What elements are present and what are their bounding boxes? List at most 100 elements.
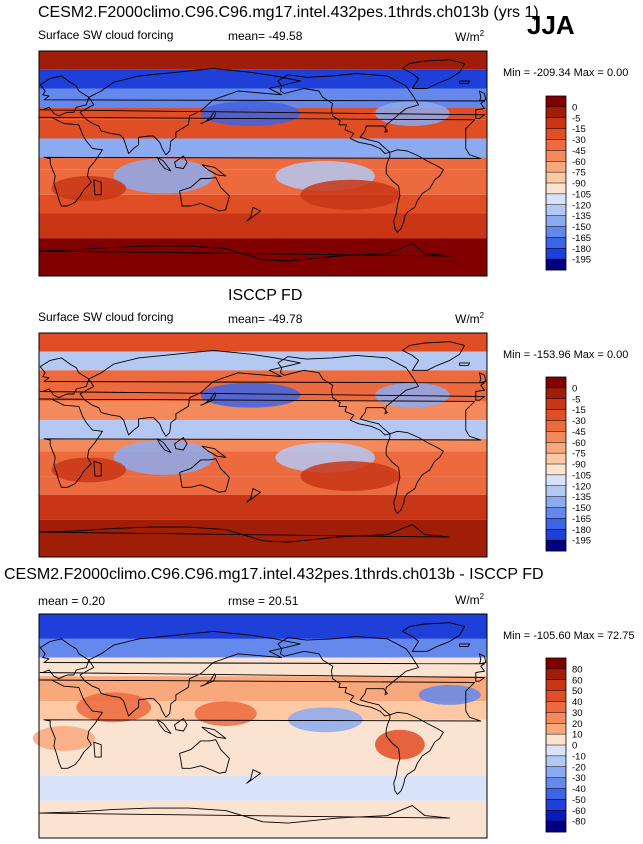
colorbar-swatch [546, 248, 566, 260]
panel1-minmax: Min = -209.34 Max = 0.00 [503, 67, 629, 79]
colorbar-swatch [546, 464, 566, 476]
colorbar-swatch [546, 799, 566, 811]
colorbar-swatch [546, 474, 566, 487]
colorbar-swatch [546, 442, 566, 454]
field-feature [300, 179, 400, 210]
field-feature [32, 726, 95, 751]
colorbar-tick-label: -165 [572, 514, 591, 525]
colorbar-swatch [546, 398, 566, 410]
colorbar-tick-label: -165 [572, 233, 591, 244]
panel1-title: CESM2.F2000climo.C96.C96.mg17.intel.432p… [38, 4, 539, 21]
panel3-minmax: Min = -105.60 Max = 72.75 [503, 630, 635, 642]
panel2-subtitle: Surface SW cloud forcing [38, 310, 174, 324]
colorbar-swatch [546, 485, 566, 497]
colorbar-swatch [546, 259, 566, 271]
panel2-coastlines [38, 341, 487, 543]
colorbar-tick-label: -75 [572, 449, 586, 460]
units-base: W/m [455, 30, 480, 44]
panel3-units: W/m2 [455, 592, 484, 607]
colorbar-swatch [546, 161, 566, 173]
field-feature [113, 158, 214, 194]
field-band [39, 438, 487, 452]
field-feature [200, 101, 301, 126]
colorbar-swatch [546, 453, 566, 465]
panel1-mean: mean= -49.58 [228, 29, 303, 43]
panel1-field [38, 50, 488, 277]
field-band [39, 119, 487, 139]
colorbar-swatch [546, 409, 566, 421]
colorbar-swatch [546, 788, 566, 800]
colorbar-tick-label: -180 [572, 525, 591, 536]
colorbar-tick-label: -50 [572, 795, 586, 806]
colorbar-swatch [546, 204, 566, 216]
units-base: W/m [455, 312, 480, 326]
panel2-map-frame [38, 332, 488, 558]
field-feature [194, 701, 257, 726]
colorbar-tick-label: -195 [572, 255, 591, 266]
colorbar-tick-label: 50 [572, 686, 583, 697]
colorbar-swatch [546, 150, 566, 162]
panel2-colorbar: 0-5-15-30-45-60-75-90-105-120-135-150-16… [545, 376, 591, 552]
panel2-minmax: Min = -153.96 Max = 0.00 [503, 349, 629, 361]
panel3-coastlines [38, 622, 487, 824]
panel2-units: W/m2 [455, 311, 484, 326]
colorbar-tick-label: -90 [572, 460, 586, 471]
field-feature [51, 176, 127, 201]
panel2-mean: mean= -49.78 [228, 312, 303, 326]
colorbar-swatch [546, 183, 566, 195]
colorbar-swatch [546, 139, 566, 151]
field-band [39, 88, 487, 108]
colorbar-tick-label: -60 [572, 806, 586, 817]
panel1-colorbar: 0-5-15-30-45-60-75-90-105-120-135-150-16… [545, 95, 591, 271]
colorbar-swatch [546, 701, 566, 713]
colorbar-swatch [546, 745, 566, 757]
field-band [39, 657, 487, 677]
colorbar-tick-label: -120 [572, 481, 591, 492]
colorbar-tick-label: -45 [572, 146, 586, 157]
colorbar-swatch [546, 766, 566, 778]
colorbar-tick-label: -15 [572, 124, 586, 135]
panel3-mean: mean = 0.20 [38, 594, 106, 608]
panel3-map-frame [38, 613, 488, 839]
colorbar-swatch [546, 690, 566, 702]
units-exp: 2 [479, 29, 485, 38]
field-band [39, 494, 487, 520]
units-exp: 2 [479, 311, 485, 320]
colorbar-tick-label: -150 [572, 503, 591, 514]
colorbar-swatch [546, 377, 566, 389]
colorbar-swatch [546, 821, 566, 833]
colorbar-swatch [546, 679, 566, 691]
field-band [39, 750, 487, 776]
panel3-field [32, 613, 488, 839]
field-band [39, 351, 487, 371]
colorbar-swatch [546, 431, 566, 443]
field-feature [418, 684, 481, 705]
colorbar-tick-label: 40 [572, 697, 583, 708]
field-feature [287, 707, 363, 733]
units-exp: 2 [479, 592, 485, 601]
colorbar-swatch [546, 777, 566, 789]
colorbar-tick-label: -30 [572, 416, 586, 427]
colorbar-swatch [546, 529, 566, 541]
colorbar-tick-label: -120 [572, 200, 591, 211]
field-band [39, 370, 487, 389]
colorbar-swatch [546, 237, 566, 249]
colorbar-tick-label: 20 [572, 719, 583, 730]
colorbar-tick-label: -135 [572, 492, 591, 503]
colorbar-tick-label: -105 [572, 470, 591, 481]
colorbar-swatch [546, 215, 566, 227]
panel2-field [38, 332, 488, 558]
colorbar-tick-label: 10 [572, 730, 583, 741]
colorbar-tick-label: 0 [572, 383, 577, 394]
field-band [39, 775, 487, 801]
field-band [39, 138, 487, 158]
field-band [39, 333, 487, 352]
colorbar-swatch [546, 507, 566, 519]
colorbar-tick-label: -60 [572, 157, 586, 168]
panel1-map-frame [38, 50, 488, 277]
panel2-title: ISCCP FD [228, 287, 303, 304]
field-band [39, 238, 487, 276]
field-band [39, 519, 487, 557]
colorbar-tick-label: 80 [572, 664, 583, 675]
